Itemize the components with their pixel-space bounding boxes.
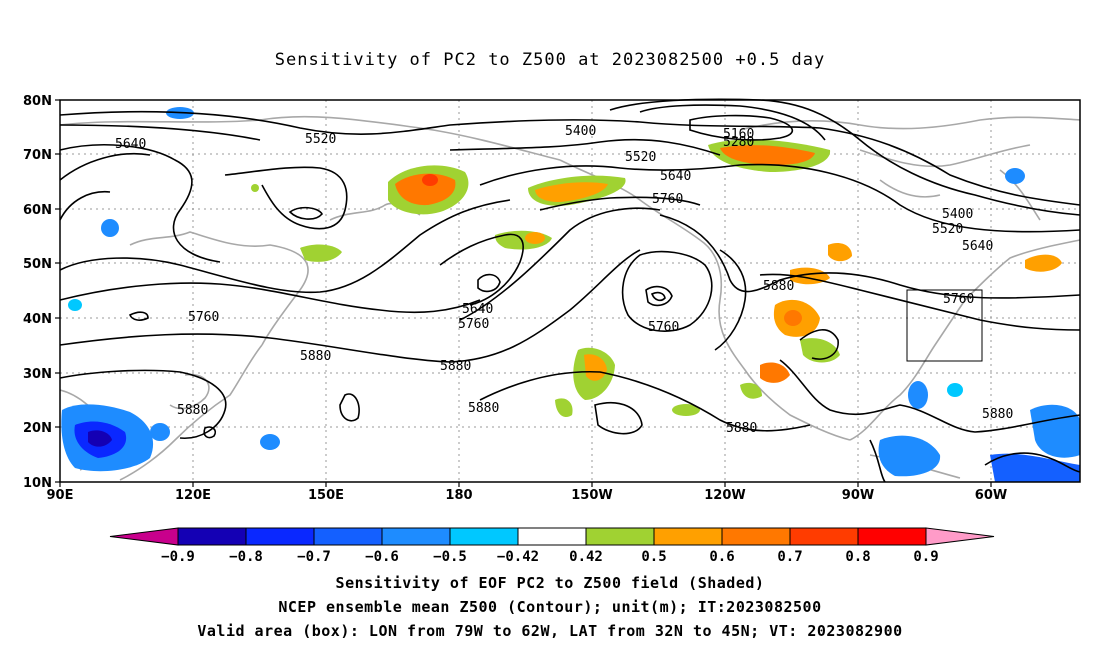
colorbar-tick-label: −0.8 [229,549,263,565]
contour-5160: 5160 [723,127,754,142]
lon-label-150e: 150E [308,488,344,503]
contour-labels: 5640 5520 5400 5160 5280 5520 5640 5760 … [115,124,1013,436]
contour-5760-mid: 5760 [652,192,683,207]
contour-5640-east: 5640 [962,239,993,254]
colorbar-tick-label: 0.5 [641,549,666,565]
z500-contours [59,98,1081,483]
colorbar-tick-label: −0.5 [433,549,467,565]
lat-label-70n: 70N [23,148,52,163]
lat-label-10n: 10N [23,476,52,491]
contour-5880-sw: 5880 [177,403,208,418]
lat-label-50n: 50N [23,257,52,272]
plot-title: Sensitivity of PC2 to Z500 at 2023082500… [274,50,826,70]
caption-line-2: NCEP ensemble mean Z500 (Contour); unit(… [278,598,822,616]
lon-label-120e: 120E [175,488,211,503]
colorbar-tick-label: 0.7 [777,549,802,565]
contour-5880-ne: 5880 [726,421,757,436]
colorbar: −0.9 −0.8 −0.7 −0.6 −0.5 −0.42 0.42 0.5 0.6 0.7 0.… [109,527,995,565]
lon-label-150w: 150W [571,488,612,503]
colorbar-tick-label: −0.7 [297,549,331,565]
colorbar-swatch [313,527,383,546]
contour-5520-top: 5520 [305,132,336,147]
gridlines [60,100,1080,482]
contour-5880-west: 5880 [300,349,331,364]
colorbar-swatch [585,527,655,546]
negative-sensitivity-shading [61,107,1080,482]
contour-5880-se: 5880 [982,407,1013,422]
contour-5760-east: 5760 [943,292,974,307]
contour-5400-east: 5400 [942,207,973,222]
lon-label-90w: 90W [842,488,874,503]
colorbar-tick-label: −0.6 [365,549,399,565]
lat-label-60n: 60N [23,203,52,218]
colorbar-high-extension [925,527,995,546]
latitude-labels: 80N 70N 60N 50N 40N 30N 20N 10N [23,94,52,491]
colorbar-tick-label: 0.42 [569,549,603,565]
contour-5760-low: 5760 [648,320,679,335]
caption-line-3: Valid area (box): LON from 79W to 62W, L… [197,622,903,640]
lat-label-30n: 30N [23,367,52,382]
contour-5280: 5280 [723,135,754,150]
valid-area-box [906,289,983,362]
contour-5640-trough: 5640 [462,302,493,317]
colorbar-tick-label: −0.9 [161,549,195,565]
contour-5760-trough: 5760 [458,317,489,332]
contour-5640-west: 5640 [115,137,146,152]
lon-label-90e: 90E [47,488,74,503]
colorbar-tick-label: 0.9 [913,549,938,565]
colorbar-tick-label: 0.6 [709,549,734,565]
lat-label-20n: 20N [23,421,52,436]
contour-5880-center: 5880 [440,359,471,374]
contour-5760-west: 5760 [188,310,219,325]
axis-ticks [55,99,992,487]
colorbar-swatch [653,527,723,546]
caption-line-1: Sensitivity of EOF PC2 to Z500 field (Sh… [335,574,765,592]
contour-5400-top: 5400 [565,124,596,139]
colorbar-swatch [721,527,791,546]
colorbar-swatch [789,527,859,546]
contour-5520-east: 5520 [932,222,963,237]
coastlines [59,115,1081,481]
colorbar-swatch [177,527,247,546]
lon-label-120w: 120W [704,488,745,503]
longitude-labels: 90E 120E 150E 180 150W 120W 90W 60W [47,488,1008,503]
colorbar-tick-label: 0.8 [845,549,870,565]
colorbar-swatch [381,527,451,546]
contour-5880-east: 5880 [763,279,794,294]
colorbar-swatch [245,527,315,546]
colorbar-swatch [857,527,927,546]
contour-5880-south: 5880 [468,401,499,416]
lat-label-80n: 80N [23,94,52,109]
positive-sensitivity-shading [251,139,1062,418]
colorbar-swatch [517,527,587,546]
lon-label-60w: 60W [975,488,1007,503]
contour-5640-mid: 5640 [660,169,691,184]
map-frame [59,99,1081,483]
colorbar-swatch [449,527,519,546]
lon-label-180: 180 [445,488,472,503]
colorbar-tick-label: −0.42 [497,549,539,565]
lat-label-40n: 40N [23,312,52,327]
contour-5520-mid: 5520 [625,150,656,165]
colorbar-low-extension [109,527,179,546]
